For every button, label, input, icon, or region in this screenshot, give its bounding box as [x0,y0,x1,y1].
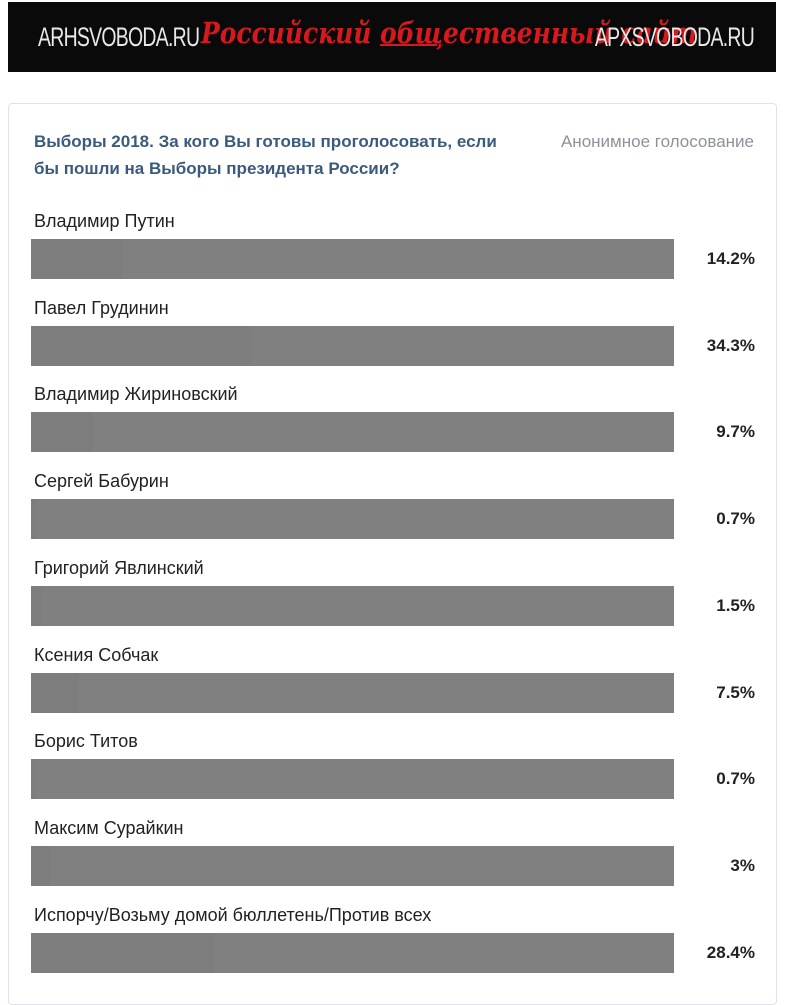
poll-option-percent: 0.7% [716,769,755,789]
tagline-underlined: общ [380,16,443,50]
tagline-suffix: ественный сайт [442,16,698,50]
poll-option-label: Владимир Жириновский [34,384,238,405]
poll-option[interactable]: Максим Сурайкин 3% [31,816,755,896]
poll-option-label: Григорий Явлинский [34,557,204,578]
poll-option[interactable]: Борис Титов 0.7% [31,729,755,809]
poll-option-bar [31,845,674,886]
poll-option[interactable]: Павел Грудинин 34.3% [31,296,755,376]
poll-title: Выборы 2018. За кого Вы готовы проголосо… [34,132,497,178]
poll-option-bar-fill [31,585,41,626]
poll-option-bar [31,759,674,800]
poll-option[interactable]: Григорий Явлинский 1.5% [31,556,755,636]
poll-option-percent: 1.5% [716,595,755,615]
poll-option-label: Борис Титов [34,731,138,752]
poll-option[interactable]: Испорчу/Возьму домой бюллетень/Против вс… [31,903,755,983]
poll-option-percent: 14.2% [706,249,755,268]
poll-option-bar [31,585,674,626]
poll-option-label: Максим Сурайкин [34,817,184,838]
poll-option[interactable]: Владимир Путин 14.2% [31,209,755,289]
poll-option-bar-fill [31,932,214,973]
site-tagline: Российский общественный сайт [201,16,697,50]
tagline-prefix: Российский [201,16,381,50]
poll-type: Анонимное голосование [560,132,754,151]
poll-widget: Выборы 2018. За кого Вы готовы проголосо… [8,103,777,1005]
poll-option-label: Испорчу/Возьму домой бюллетень/Против вс… [34,904,432,925]
poll-option-label: Владимир Путин [34,211,175,231]
poll-option-bar-fill [31,412,94,453]
poll-option-percent: 9.7% [716,422,755,442]
poll-option-percent: 3% [730,855,755,875]
poll-option-percent: 0.7% [716,509,755,529]
poll-option-label: Сергей Бабурин [34,471,169,492]
poll-option-bar [31,239,674,279]
poll-option-percent: 34.3% [706,335,755,355]
site-name-left[interactable]: ARHSVOBODA.RU [38,22,200,52]
poll-option-percent: 28.4% [706,942,755,962]
poll-option-bar-fill [31,845,51,886]
poll-option[interactable]: Сергей Бабурин 0.7% [31,469,755,549]
poll-option-label: Ксения Собчак [34,644,159,665]
poll-option-bar [31,412,674,453]
poll-option-bar-fill [31,239,123,279]
poll-option-bar-fill [31,325,252,366]
site-name-right[interactable]: APXSVOBODA.RU [594,22,755,52]
poll-option[interactable]: Ксения Собчак 7.5% [31,643,755,723]
poll-option-bar-fill [31,499,36,540]
poll-option-bar [31,672,674,713]
poll-option-label: Павел Грудинин [34,297,169,318]
poll-option-bar-fill [31,759,36,800]
poll-option-percent: 7.5% [716,682,755,702]
site-banner: ARHSVOBODA.RU Российский общественный са… [8,2,776,72]
poll-option-bar [31,932,674,973]
poll-option-bar [31,499,674,540]
poll-option-bar-fill [31,672,80,713]
poll-option[interactable]: Владимир Жириновский 9.7% [31,382,755,462]
poll-option-bar [31,325,674,366]
